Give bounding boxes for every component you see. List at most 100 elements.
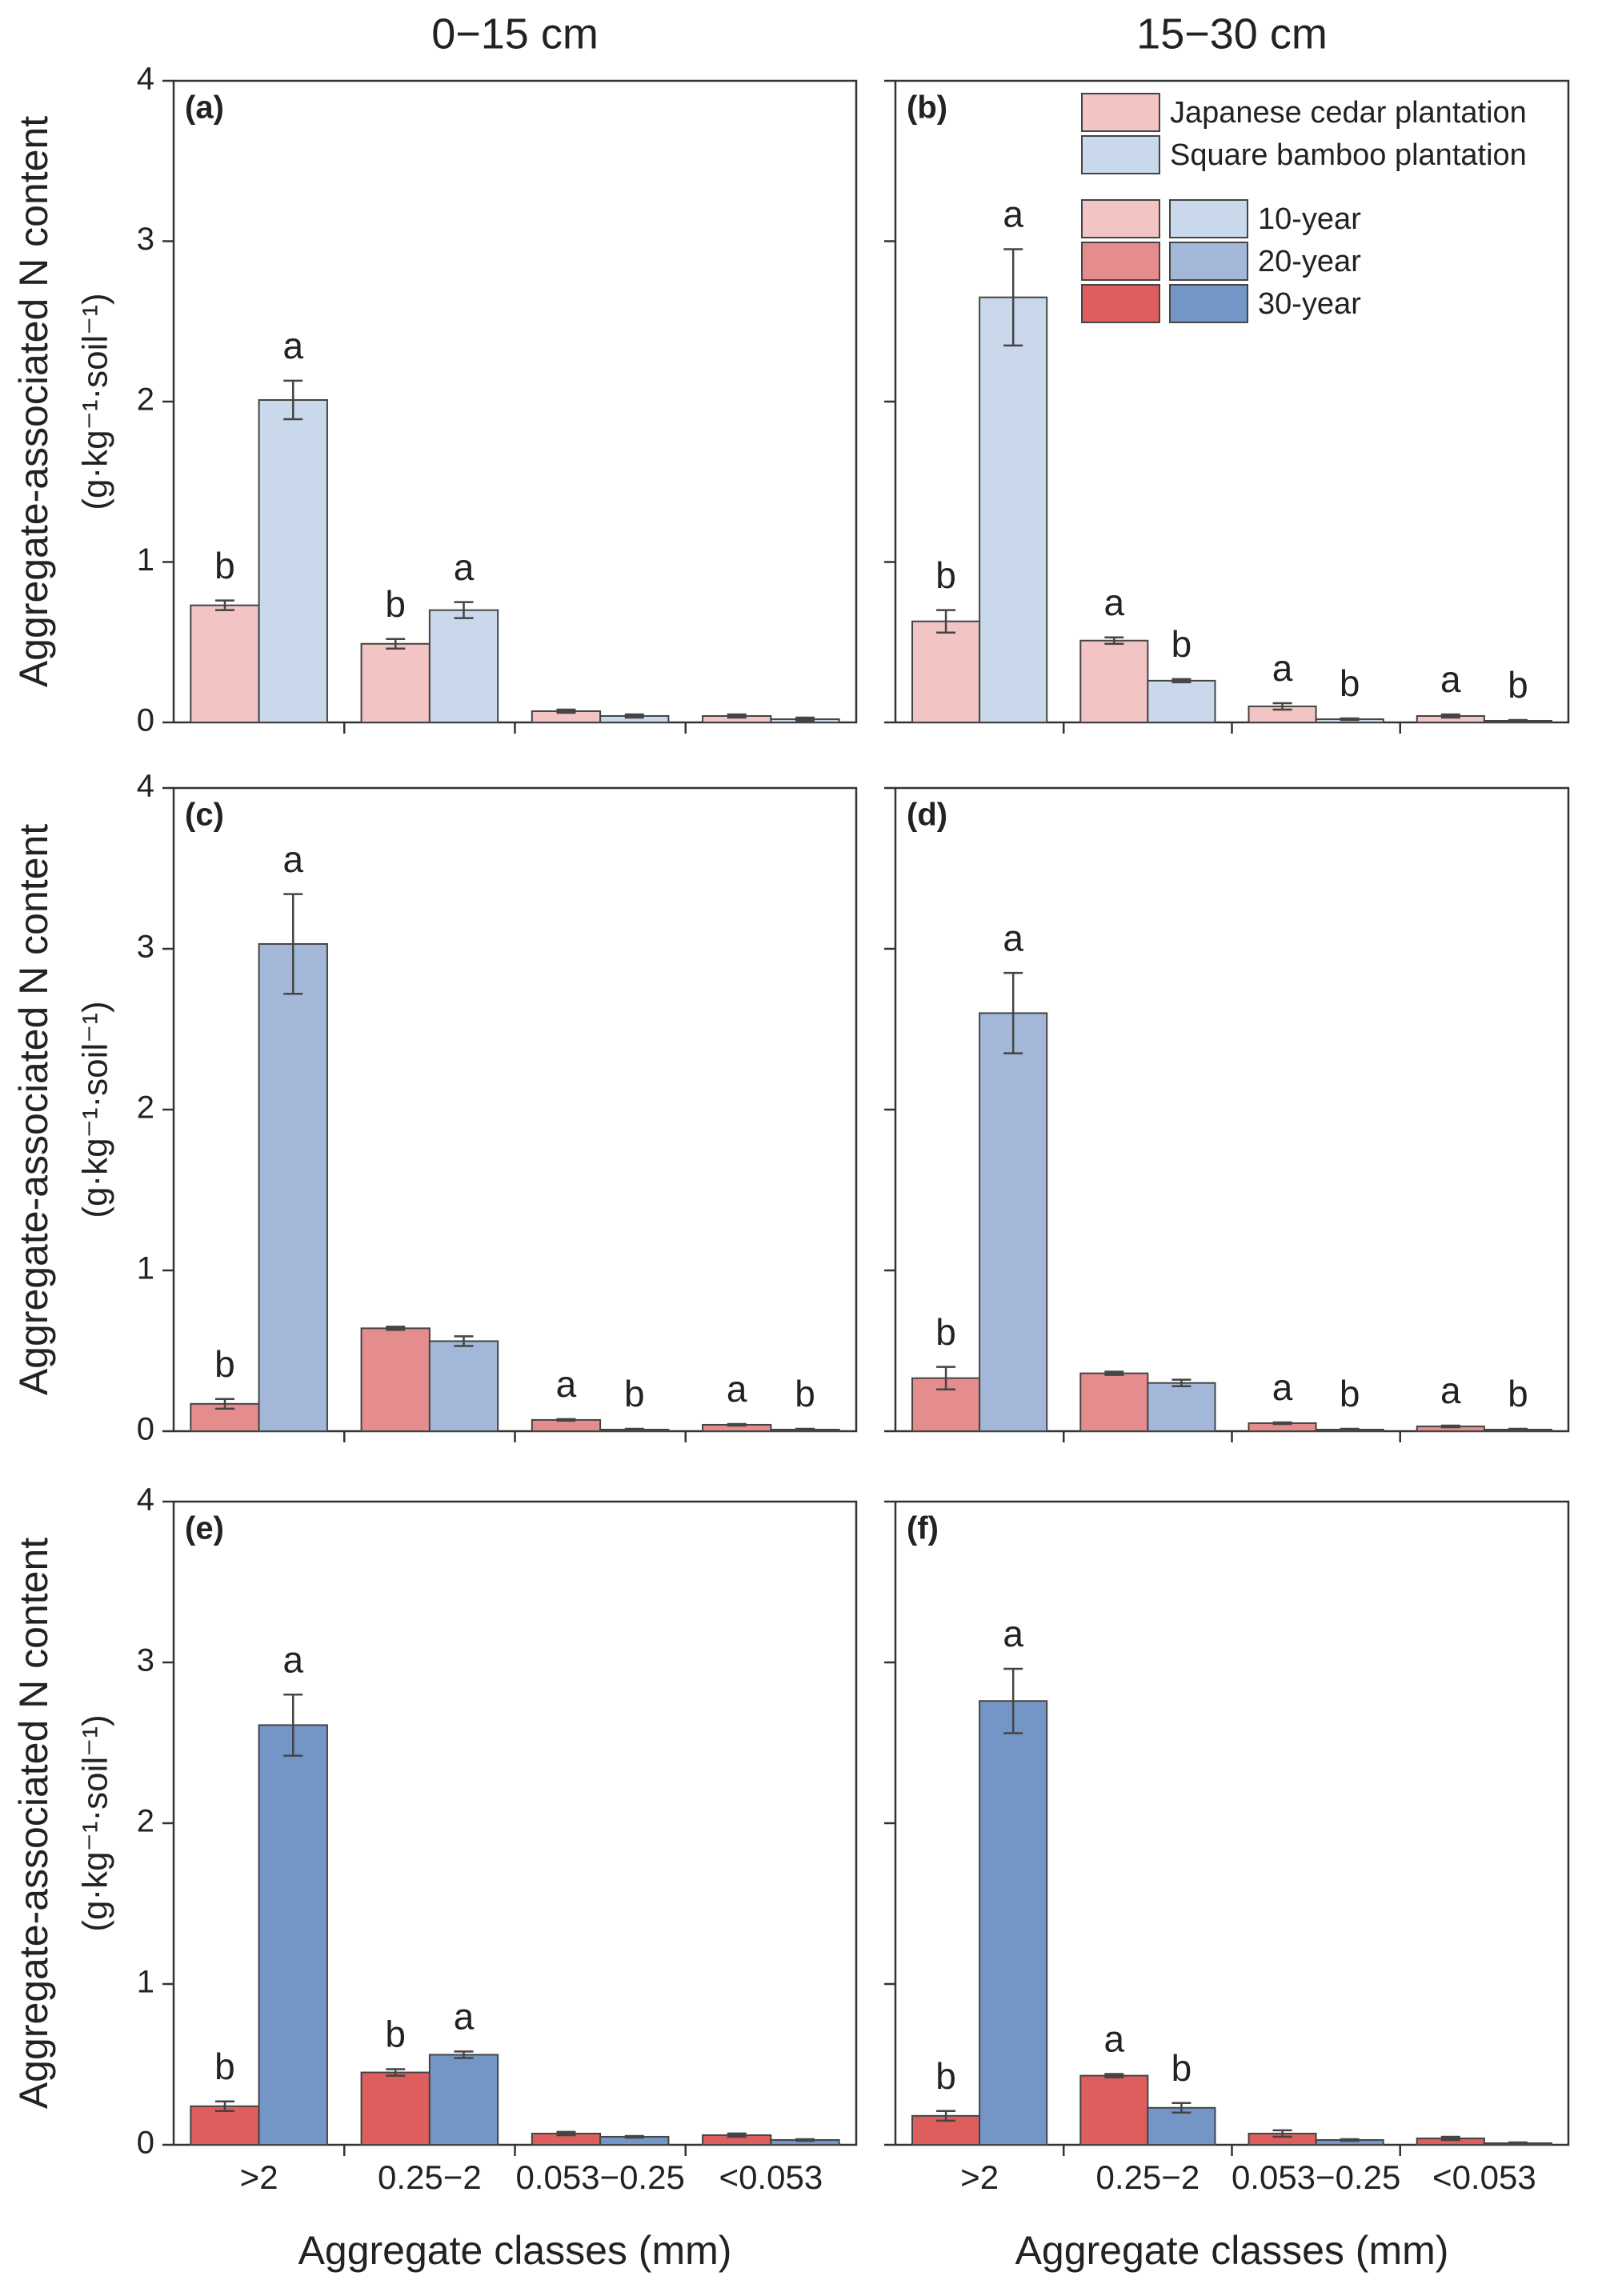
significance-letter: b (1340, 1373, 1360, 1414)
error-bar (1272, 1421, 1292, 1426)
bar (360, 2071, 431, 2146)
x-tick-label: >2 (960, 2158, 999, 2196)
y-tick-label: 3 (137, 930, 154, 965)
y-tick-label: 0 (137, 1412, 154, 1447)
error-bar (1272, 2129, 1292, 2138)
bar (1079, 1372, 1149, 1433)
y-tick-label: 0 (137, 2126, 154, 2161)
y-tick-label: 3 (137, 222, 154, 257)
panel-label: (f) (907, 1511, 939, 1546)
x-tick-label: <0.053 (1432, 2158, 1536, 2196)
error-bar (624, 1427, 644, 1432)
y-tick-label: 1 (137, 1965, 154, 2000)
legend-label: Japanese cedar plantation (1170, 96, 1527, 130)
legend-swatch (1169, 284, 1248, 323)
error-bar (936, 609, 956, 634)
y-tick-label: 1 (137, 542, 154, 578)
bar (979, 1700, 1048, 2146)
panel-label: (d) (907, 798, 947, 833)
error-bar (556, 2130, 576, 2137)
error-bar (936, 2110, 956, 2122)
error-bar (1003, 971, 1023, 1054)
error-bar (214, 599, 234, 611)
bar (360, 1327, 431, 1432)
legend-label: 10-year (1258, 202, 1361, 236)
significance-letter: b (214, 545, 235, 586)
significance-letter: b (1508, 664, 1528, 706)
error-bar (1171, 2102, 1191, 2114)
column-title: 15−30 cm (1136, 10, 1328, 58)
x-tick-label: 0.053−0.25 (1232, 2158, 1400, 2196)
bar (1147, 679, 1216, 723)
error-bar (1340, 717, 1360, 722)
panel-label: (a) (185, 90, 224, 126)
error-bar (1003, 1667, 1023, 1734)
y-tick-label: 2 (137, 1804, 154, 1839)
error-bar (727, 713, 747, 719)
significance-letter: a (282, 1638, 303, 1680)
y-axis-label: (g·kg⁻¹·soil⁻¹) (76, 1714, 115, 1931)
significance-letter: a (1440, 1370, 1461, 1411)
bar (428, 1340, 499, 1432)
legend-swatch (1081, 284, 1160, 323)
significance-letter: a (1272, 647, 1293, 689)
bar (190, 604, 260, 724)
bar (1079, 2074, 1149, 2146)
y-tick-label: 4 (137, 769, 154, 804)
y-axis-label: Aggregate-associated N content (11, 824, 56, 1395)
x-tick-label: 0.053−0.25 (515, 2158, 684, 2196)
significance-letter: a (1104, 2018, 1125, 2060)
legend-swatch (1169, 242, 1248, 281)
legend-swatch (1169, 199, 1248, 238)
significance-letter: b (624, 1373, 645, 1414)
significance-letter: b (1171, 623, 1192, 665)
error-bar (556, 1418, 576, 1422)
legend-swatch (1081, 242, 1160, 281)
significance-letter: a (1104, 582, 1125, 623)
legend-swatch (1081, 199, 1160, 238)
panel-label: (b) (907, 90, 947, 126)
x-axis-label: Aggregate classes (mm) (1015, 2228, 1449, 2273)
error-bar (1272, 702, 1292, 711)
y-axis-label: (g·kg⁻¹·soil⁻¹) (76, 293, 115, 510)
error-bar (1340, 1427, 1360, 1432)
error-bar (283, 379, 303, 421)
significance-letter: a (1272, 1366, 1293, 1408)
error-bar (454, 1335, 474, 1347)
error-bar (214, 1398, 234, 1410)
y-axis-label: Aggregate-associated N content (11, 1538, 56, 2109)
significance-letter: a (454, 546, 475, 588)
bar (428, 2054, 499, 2146)
x-tick-label: 0.25−2 (1096, 2158, 1200, 2196)
significance-letter: a (1440, 658, 1461, 700)
significance-letter: b (214, 1343, 235, 1385)
error-bar (386, 1326, 406, 1331)
legend-label: 30-year (1258, 287, 1361, 321)
error-bar (386, 2068, 406, 2077)
significance-letter: b (935, 554, 956, 596)
error-bar (283, 1693, 303, 1757)
x-tick-label: 0.25−2 (378, 2158, 482, 2196)
error-bar (727, 1422, 747, 1427)
error-bar (1171, 1378, 1191, 1387)
x-tick-label: >2 (240, 2158, 278, 2196)
bar (258, 1724, 328, 2146)
significance-letter: a (1003, 917, 1023, 958)
error-bar (1508, 2141, 1528, 2146)
legend-label: Square bamboo plantation (1170, 138, 1527, 172)
bar (258, 398, 328, 723)
y-tick-label: 4 (137, 1482, 154, 1518)
significance-letter: a (282, 838, 303, 880)
significance-letter: b (1340, 662, 1360, 704)
error-bar (1104, 1370, 1124, 1376)
bar (258, 942, 328, 1432)
y-tick-label: 3 (137, 1643, 154, 1678)
y-tick-label: 4 (137, 62, 154, 97)
y-axis-label: Aggregate-associated N content (11, 116, 56, 687)
error-bar (1440, 713, 1460, 719)
significance-letter: a (1003, 1613, 1023, 1654)
column-title: 0−15 cm (431, 10, 599, 58)
significance-letter: a (1003, 194, 1023, 235)
